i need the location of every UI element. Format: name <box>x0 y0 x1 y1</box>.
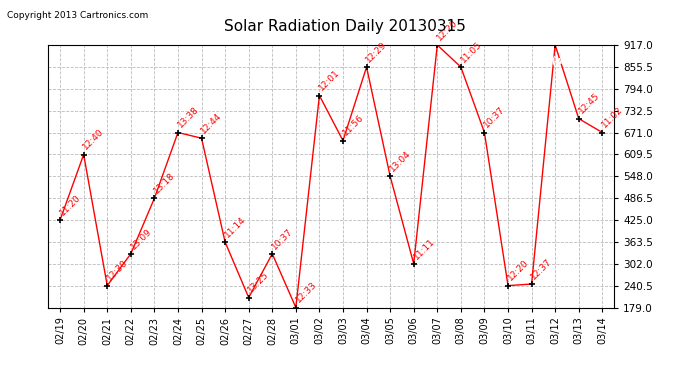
Text: 12:37: 12:37 <box>529 256 554 281</box>
Text: 10:37: 10:37 <box>270 226 295 251</box>
Text: 11:05: 11:05 <box>459 40 483 64</box>
Text: 13:38: 13:38 <box>176 105 200 130</box>
Text: 13:18: 13:18 <box>152 171 177 195</box>
Text: 12:29: 12:29 <box>364 40 389 64</box>
Text: Solar Radiation Daily 20130315: Solar Radiation Daily 20130315 <box>224 19 466 34</box>
Text: 10:37: 10:37 <box>482 105 507 130</box>
Text: 11:56: 11:56 <box>341 113 366 138</box>
Text: 13:25: 13:25 <box>246 270 271 295</box>
Text: 12:44: 12:44 <box>199 111 224 135</box>
Text: 12:30: 12:30 <box>105 258 130 283</box>
Text: 11:14: 11:14 <box>223 215 248 239</box>
Text: Copyright 2013 Cartronics.com: Copyright 2013 Cartronics.com <box>7 11 148 20</box>
Text: 12:40: 12:40 <box>81 127 106 152</box>
Text: 11:20: 11:20 <box>58 193 83 217</box>
Text: 12:33: 12:33 <box>294 280 318 305</box>
Text: 12:20: 12:20 <box>506 258 531 283</box>
Text: 12:01: 12:01 <box>317 68 342 93</box>
Text: 11:02: 11:02 <box>600 105 624 130</box>
Text: 13:09: 13:09 <box>128 226 153 251</box>
Text: 11:11: 11:11 <box>411 236 436 261</box>
Text: 13:04: 13:04 <box>388 149 413 174</box>
Text: 12:45: 12:45 <box>577 92 601 116</box>
Text: 12:20: 12:20 <box>435 18 460 42</box>
